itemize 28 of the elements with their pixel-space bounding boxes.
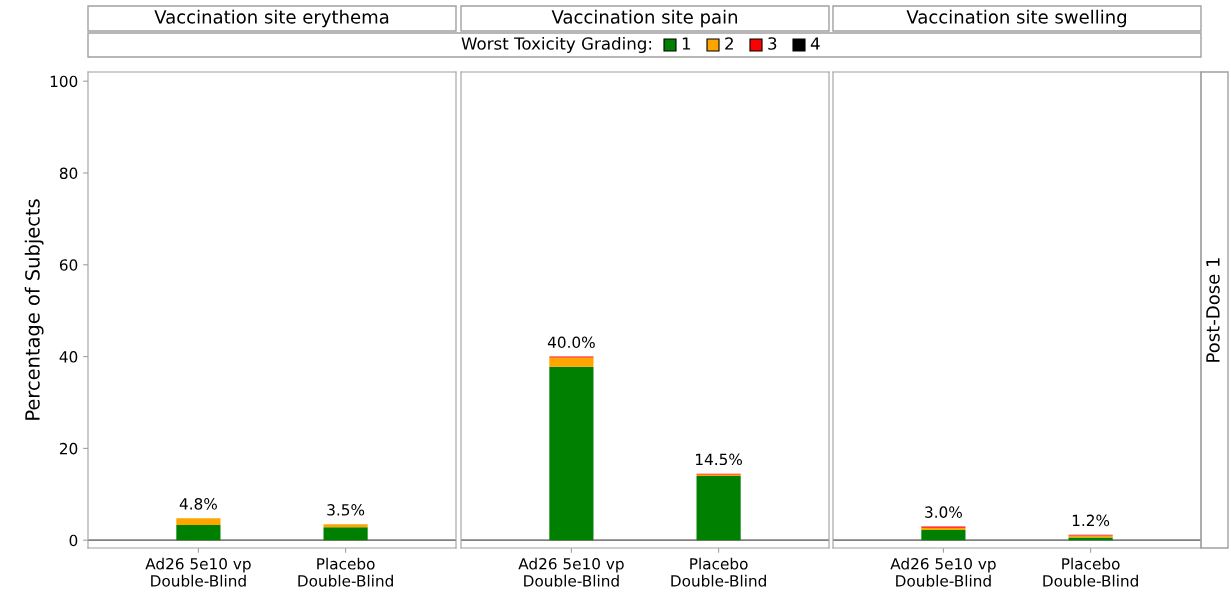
total-label: 1.2%	[1072, 514, 1110, 527]
x-tick-label: Ad26 5e10 vp Double-Blind	[890, 557, 996, 587]
y-tick-label: 0	[69, 534, 78, 547]
x-tick-label: Placebo Double-Blind	[1043, 557, 1138, 587]
legend-title: Worst Toxicity Grading:	[461, 36, 652, 54]
x-tick-label: Placebo Double-Blind	[671, 557, 766, 587]
total-label: 3.5%	[327, 504, 365, 516]
y-tick-label: 40	[59, 351, 78, 363]
chart-title: Vaccination site pain	[551, 9, 737, 28]
chart-title: Vaccination site erythema	[154, 9, 389, 28]
total-label: 40.0%	[547, 336, 595, 349]
legend-label: 2	[725, 37, 733, 50]
y-tick-label: 100	[50, 75, 78, 88]
y-tick-label: 60	[59, 259, 78, 271]
legend-label: 3	[768, 37, 777, 50]
legend-label: 4	[810, 37, 820, 50]
x-tick-label: Ad26 5e10 vp Double-Blind	[145, 557, 251, 587]
x-tick-label: Placebo Double-Blind	[298, 557, 393, 587]
y-axis-title: Percentage of Subjects	[24, 199, 44, 420]
y-tick-label: 80	[59, 167, 78, 180]
total-label: 4.8%	[179, 498, 217, 510]
legend-label: 1	[682, 37, 691, 50]
y-tick-label: 20	[59, 442, 78, 455]
text: Post-Dose 1	[1206, 258, 1220, 362]
total-label: 14.5%	[696, 453, 743, 466]
x-tick-label: Ad26 5e10 vp Double-Blind	[518, 557, 624, 587]
chart-title: Vaccination site swelling	[906, 9, 1127, 28]
total-label: 3.0%	[925, 506, 962, 518]
